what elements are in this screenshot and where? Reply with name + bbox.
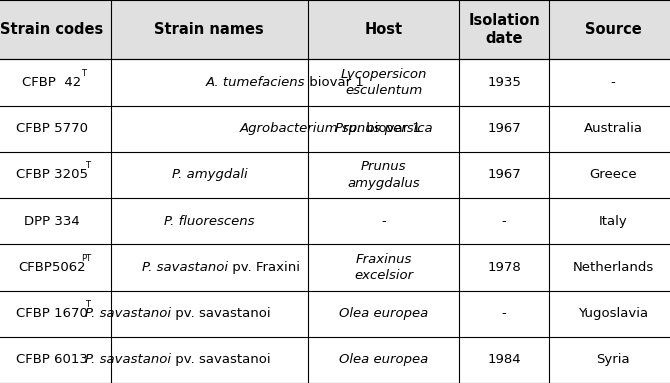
Text: excelsior: excelsior (354, 269, 413, 282)
Text: Fraxinus: Fraxinus (355, 253, 412, 265)
Text: 1935: 1935 (487, 76, 521, 89)
Text: DPP 334: DPP 334 (24, 215, 80, 228)
Text: Netherlands: Netherlands (572, 261, 654, 274)
Bar (0, 106, 670, 152)
Bar (0, 152, 670, 198)
Text: T: T (85, 161, 90, 170)
Bar (0, 244, 670, 291)
Text: Olea europea: Olea europea (339, 307, 428, 320)
Text: Syria: Syria (596, 354, 630, 367)
Bar (0, 337, 670, 383)
Text: Agrobacterium sp.: Agrobacterium sp. (240, 122, 362, 135)
Text: -: - (502, 307, 507, 320)
Text: Host: Host (364, 22, 403, 37)
Text: 1967: 1967 (487, 122, 521, 135)
Text: esculentum: esculentum (345, 84, 422, 97)
Text: Italy: Italy (599, 215, 627, 228)
Text: P. fluorescens: P. fluorescens (164, 215, 255, 228)
Text: Olea europea: Olea europea (339, 354, 428, 367)
Text: amygdalus: amygdalus (347, 177, 420, 190)
Text: CFBP 1670: CFBP 1670 (16, 307, 88, 320)
Text: PT: PT (82, 254, 92, 263)
Text: Isolation
date: Isolation date (468, 13, 540, 46)
Text: pv. savastanoi: pv. savastanoi (171, 354, 271, 367)
Text: CFBP 6013: CFBP 6013 (16, 354, 88, 367)
Text: 1967: 1967 (487, 169, 521, 182)
Bar (0, 0, 670, 59)
Text: CFBP5062: CFBP5062 (18, 261, 86, 274)
Text: P. savastanoi: P. savastanoi (85, 307, 171, 320)
Bar (0, 59, 670, 106)
Text: -: - (502, 215, 507, 228)
Text: biovar 1: biovar 1 (362, 122, 421, 135)
Text: Strain codes: Strain codes (0, 22, 104, 37)
Text: Prunus persica: Prunus persica (335, 122, 432, 135)
Bar (0, 198, 670, 244)
Text: CFBP 5770: CFBP 5770 (16, 122, 88, 135)
Text: Source: Source (585, 22, 641, 37)
Text: CFBP 3205: CFBP 3205 (16, 169, 88, 182)
Text: Strain names: Strain names (155, 22, 264, 37)
Text: A. tumefaciens: A. tumefaciens (205, 76, 305, 89)
Text: T: T (82, 69, 86, 78)
Text: pv. Fraxini: pv. Fraxini (228, 261, 300, 274)
Text: P. amygdali: P. amygdali (172, 169, 247, 182)
Text: -: - (381, 215, 386, 228)
Text: T: T (85, 300, 90, 309)
Text: biovar 1: biovar 1 (305, 76, 364, 89)
Text: Prunus: Prunus (361, 160, 406, 173)
Text: Greece: Greece (589, 169, 637, 182)
Text: Lycopersicon: Lycopersicon (340, 68, 427, 81)
Text: Yugoslavia: Yugoslavia (578, 307, 648, 320)
Bar (0, 291, 670, 337)
Text: -: - (610, 76, 616, 89)
Text: CFBP  42: CFBP 42 (22, 76, 82, 89)
Text: P. savastanoi: P. savastanoi (143, 261, 228, 274)
Text: pv. savastanoi: pv. savastanoi (171, 307, 271, 320)
Text: Australia: Australia (584, 122, 643, 135)
Text: 1978: 1978 (487, 261, 521, 274)
Text: 1984: 1984 (487, 354, 521, 367)
Text: P. savastanoi: P. savastanoi (85, 354, 171, 367)
